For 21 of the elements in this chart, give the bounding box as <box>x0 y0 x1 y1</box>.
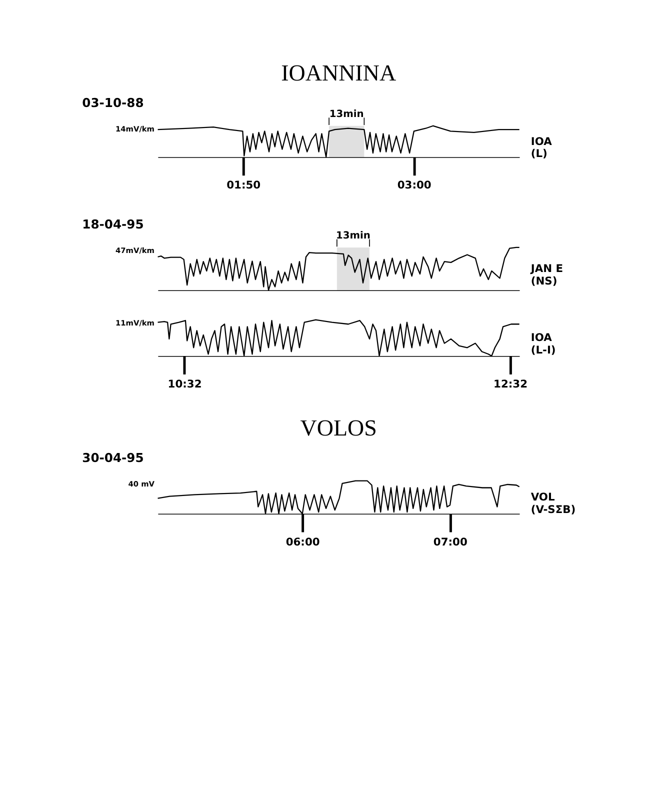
x-tick-label: 01:50 <box>226 178 261 192</box>
band-label: 13min <box>329 108 364 120</box>
text: 14mV/km <box>116 124 155 134</box>
chart-title: IOANNINA <box>281 60 396 86</box>
text: 40 mV <box>128 480 155 489</box>
x-tick-label: 06:00 <box>286 535 320 548</box>
chart-title: VOLOS <box>300 416 377 441</box>
x-tick-label: 07:00 <box>433 535 468 548</box>
x-tick-label: 10:32 <box>168 378 202 391</box>
text: 47mV/km <box>116 246 155 256</box>
series-label: IOA (L-I) <box>530 331 556 356</box>
x-tick-label: 03:00 <box>397 178 432 192</box>
series-label: VOL (V-SΣB) <box>530 490 576 516</box>
chart-subtitle: 18-04-95 <box>82 218 144 232</box>
band-label: 13min <box>336 230 370 242</box>
chart-subtitle: 30-04-95 <box>82 450 144 465</box>
series-label: JAN E (NS) <box>530 262 564 288</box>
series-label: IOA (L) <box>530 134 553 160</box>
chart-subtitle: 03-10-88 <box>82 96 144 110</box>
x-tick-label: 12:32 <box>494 378 528 391</box>
text: 11mV/km <box>116 318 155 328</box>
